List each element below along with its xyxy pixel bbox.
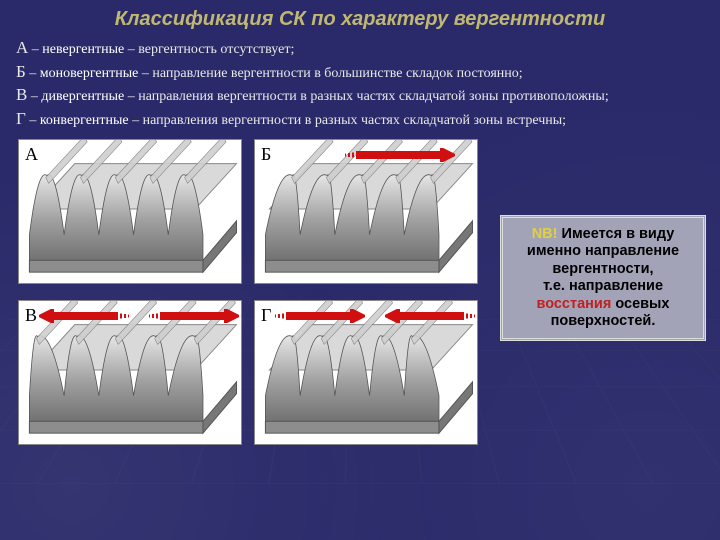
vergence-arrow-icon: [385, 309, 475, 319]
panel-v-label: В: [25, 305, 37, 326]
panel-a-diagram: [19, 140, 241, 283]
nb-note: NB! Имеется в виду именно направление ве…: [500, 215, 706, 341]
def-a-name: невергентные: [42, 42, 124, 57]
def-a-desc: – вергентность отсутствует;: [128, 42, 295, 57]
def-v-sep: –: [31, 89, 38, 104]
nb-label: NB!: [532, 226, 558, 242]
def-g-desc: – направления вергентности в разных част…: [132, 113, 566, 128]
panel-b: Б: [254, 139, 478, 284]
def-v-desc: – направления вергентности в разных част…: [128, 89, 609, 104]
def-v: В – дивергентные – направления вергентно…: [16, 84, 704, 106]
panel-v: В: [18, 300, 242, 445]
def-a: А – невергентные – вергентность отсутств…: [16, 37, 704, 59]
def-g: Г – конвергентные – направления вергентн…: [16, 108, 704, 130]
note-rise: восстания: [536, 296, 611, 312]
def-g-letter: Г: [16, 109, 26, 128]
def-v-name: дивергентные: [41, 89, 124, 104]
panel-g: Г: [254, 300, 478, 445]
def-b: Б – моновергентные – направление вергент…: [16, 61, 704, 83]
definitions-block: А – невергентные – вергентность отсутств…: [0, 31, 720, 133]
def-g-name: конвергентные: [40, 113, 129, 128]
vergence-arrow-icon: [149, 309, 239, 319]
content-area: А Б В Г NB! Имеется в виду именно направ…: [0, 133, 720, 493]
vergence-arrow-icon: [345, 148, 455, 158]
panels-grid: А Б В Г: [18, 139, 478, 445]
panel-b-label: Б: [261, 144, 271, 165]
note-line2a: т.е. направление: [543, 278, 663, 294]
def-a-sep: –: [32, 42, 39, 57]
def-b-name: моновергентные: [40, 66, 139, 81]
def-v-letter: В: [16, 85, 27, 104]
vergence-arrow-icon: [275, 309, 365, 319]
panel-a: А: [18, 139, 242, 284]
def-b-letter: Б: [16, 62, 26, 81]
def-b-desc: – направление вергентности в большинстве…: [142, 66, 523, 81]
def-b-sep: –: [29, 66, 36, 81]
panel-a-label: А: [25, 144, 38, 165]
vergence-arrow-icon: [39, 309, 129, 319]
panel-g-label: Г: [261, 305, 271, 326]
page-title: Классификация СК по характеру вергентнос…: [0, 0, 720, 31]
def-a-letter: А: [16, 38, 28, 57]
def-g-sep: –: [29, 113, 36, 128]
